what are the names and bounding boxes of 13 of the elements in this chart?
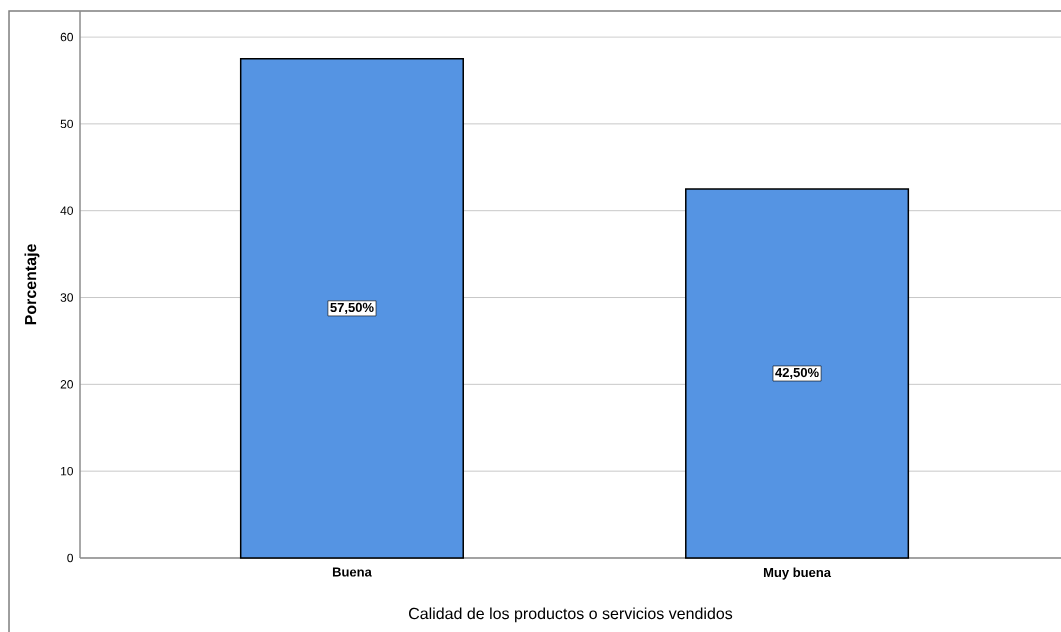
- y-tick-label: 40: [60, 206, 74, 215]
- x-tick-label: Muy buena: [763, 567, 832, 580]
- x-axis-title: Calidad de los productos o servicios vendidos: [409, 607, 733, 623]
- data-label: 42,50%: [775, 367, 819, 380]
- data-label: 57,50%: [330, 302, 374, 314]
- y-tick-label: 60: [60, 32, 74, 42]
- y-tick-label: 10: [61, 466, 74, 476]
- y-axis-title: Porcentaje: [24, 244, 40, 325]
- y-tick-label: 20: [60, 380, 74, 389]
- y-tick-label: 30: [60, 293, 74, 302]
- x-tick-label: Buena: [332, 567, 372, 577]
- y-tick-label: 0: [67, 553, 74, 563]
- y-tick-label: 50: [60, 119, 74, 129]
